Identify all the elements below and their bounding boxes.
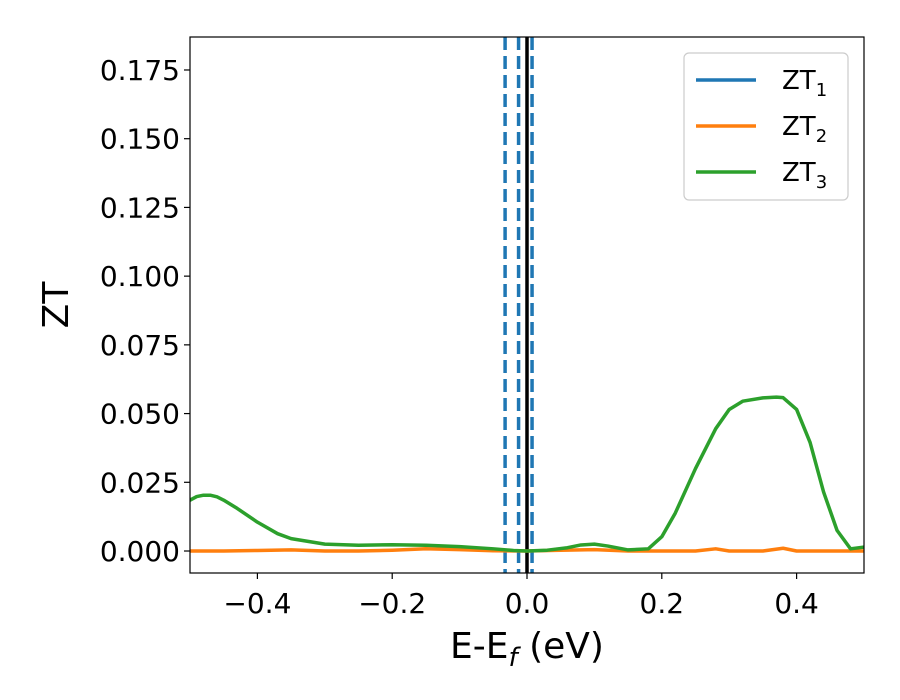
legend: ZT1 ZT2 ZT3 bbox=[683, 52, 849, 201]
legend-box bbox=[683, 52, 849, 201]
y-axis-label: ZT bbox=[36, 281, 77, 329]
legend-label-3: ZT3 bbox=[782, 158, 827, 193]
y-tick-label: 0.175 bbox=[100, 54, 180, 87]
x-tick-label: 0.4 bbox=[774, 587, 819, 620]
y-tick-label: 0.000 bbox=[100, 535, 180, 568]
plot-clipped-group bbox=[190, 37, 864, 573]
y-tick-label: 0.050 bbox=[100, 398, 180, 431]
y-tick-label: 0.125 bbox=[100, 191, 180, 224]
legend-label-1: ZT1 bbox=[782, 66, 827, 101]
x-tick-label: 0.2 bbox=[640, 587, 685, 620]
series-line-3 bbox=[190, 395, 864, 553]
y-tick-label: 0.100 bbox=[100, 260, 180, 293]
x-axis-label: E-Ef (eV) bbox=[450, 626, 604, 673]
x-tick-label: 0.0 bbox=[505, 587, 550, 620]
y-tick-label: 0.025 bbox=[100, 466, 180, 499]
x-tick-label: −0.2 bbox=[358, 587, 426, 620]
legend-label-2: ZT2 bbox=[782, 112, 827, 147]
x-tick-label: −0.4 bbox=[223, 587, 291, 620]
axes: −0.4 −0.2 0.0 0.2 0.4 0.000 0.025 0.050 0.075 0.1… bbox=[100, 36, 865, 620]
y-tick-label: 0.075 bbox=[100, 329, 180, 362]
plot-area bbox=[190, 37, 864, 573]
y-tick-label: 0.150 bbox=[100, 123, 180, 156]
